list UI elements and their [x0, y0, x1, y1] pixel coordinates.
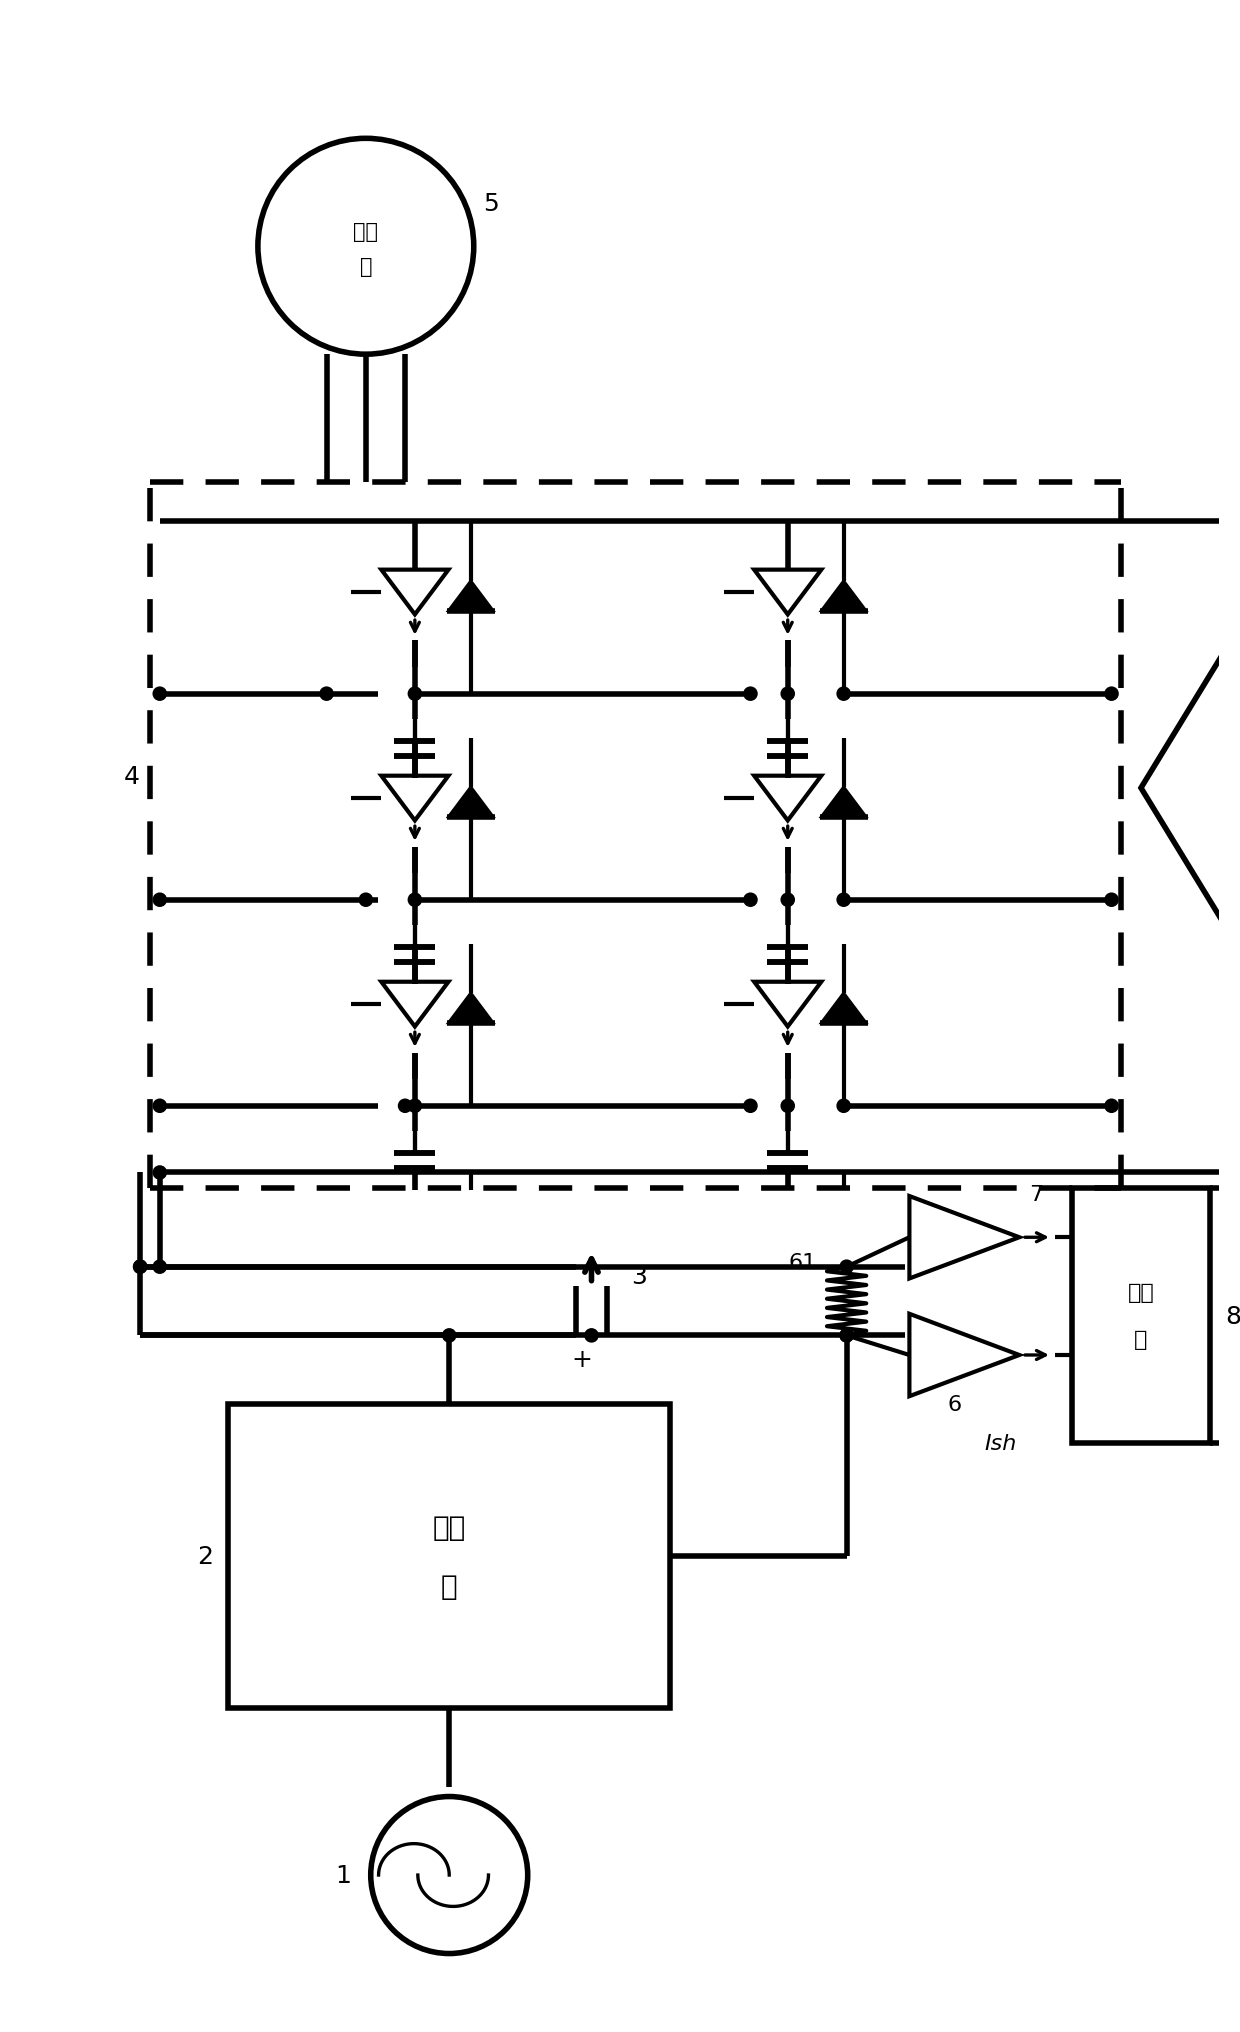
Circle shape — [585, 1329, 598, 1341]
Text: 4: 4 — [124, 764, 140, 788]
Circle shape — [1106, 894, 1117, 906]
Circle shape — [154, 894, 166, 906]
Circle shape — [838, 1101, 849, 1112]
Circle shape — [782, 689, 794, 701]
Polygon shape — [449, 581, 494, 612]
Circle shape — [838, 894, 849, 906]
Circle shape — [782, 894, 794, 906]
Text: 8: 8 — [1225, 1305, 1240, 1329]
Circle shape — [399, 1101, 410, 1112]
Text: 61: 61 — [789, 1252, 817, 1272]
Polygon shape — [449, 788, 494, 817]
Text: 3: 3 — [631, 1264, 646, 1288]
Text: 控制: 控制 — [1127, 1282, 1154, 1303]
Text: +: + — [572, 1347, 593, 1372]
Circle shape — [154, 1101, 166, 1112]
Circle shape — [409, 1101, 420, 1112]
Circle shape — [154, 1166, 166, 1179]
Circle shape — [154, 1262, 166, 1272]
Text: 1: 1 — [335, 1863, 351, 1888]
Circle shape — [321, 689, 332, 701]
Circle shape — [1106, 1101, 1117, 1112]
Circle shape — [444, 1329, 455, 1341]
Bar — [1073, 1189, 1210, 1443]
Text: 器: 器 — [1135, 1329, 1148, 1349]
Circle shape — [134, 1262, 146, 1272]
Circle shape — [134, 1262, 146, 1272]
Circle shape — [360, 894, 372, 906]
Text: 变换: 变换 — [433, 1514, 466, 1540]
Polygon shape — [821, 581, 866, 612]
Polygon shape — [821, 994, 866, 1024]
Circle shape — [1106, 689, 1117, 701]
Text: 机: 机 — [360, 256, 372, 276]
Circle shape — [841, 1329, 852, 1341]
Text: 5: 5 — [484, 191, 500, 215]
Circle shape — [744, 1101, 756, 1112]
Polygon shape — [449, 994, 494, 1024]
Circle shape — [841, 1262, 852, 1272]
Text: 路: 路 — [441, 1573, 458, 1599]
Text: 电动: 电动 — [353, 221, 378, 242]
Text: Ish: Ish — [985, 1435, 1017, 1453]
Circle shape — [409, 689, 420, 701]
Text: 2: 2 — [197, 1544, 213, 1569]
Circle shape — [744, 689, 756, 701]
Circle shape — [782, 1101, 794, 1112]
Circle shape — [409, 894, 420, 906]
Circle shape — [838, 689, 849, 701]
Bar — [228, 1404, 670, 1709]
Text: 6: 6 — [947, 1394, 961, 1414]
Circle shape — [154, 689, 166, 701]
Circle shape — [744, 894, 756, 906]
Polygon shape — [821, 788, 866, 817]
Text: 7: 7 — [1029, 1185, 1043, 1205]
Circle shape — [841, 1329, 852, 1341]
